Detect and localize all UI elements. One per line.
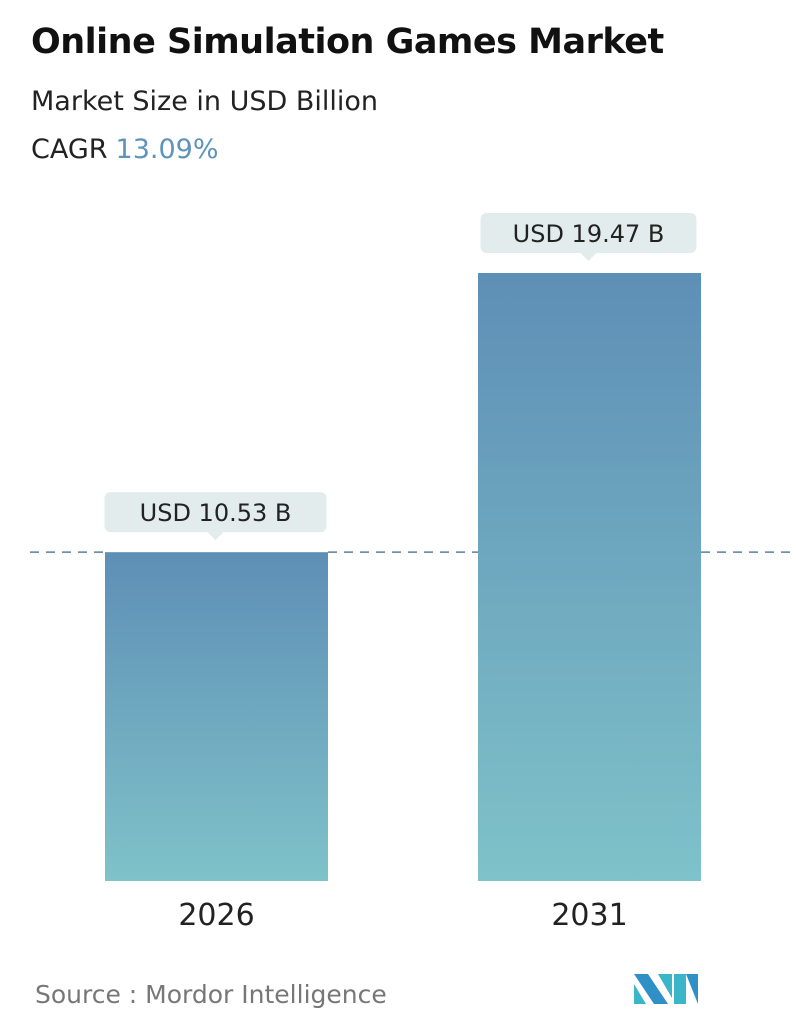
chart-subtitle: Market Size in USD Billion — [31, 86, 379, 117]
x-tick-label: 2031 — [551, 898, 627, 933]
data-label-box — [480, 213, 697, 253]
data-label: USD 10.53 B — [140, 499, 292, 527]
cagr-label: CAGR — [31, 134, 108, 165]
x-tick-label: 2026 — [178, 898, 254, 933]
source-text: Source : Mordor Intelligence — [35, 980, 387, 1009]
data-label-box — [104, 492, 327, 533]
data-label-pointer — [207, 532, 224, 541]
cagr-value: 13.09% — [115, 134, 219, 165]
data-label: USD 19.47 B — [513, 220, 665, 248]
mordor-intelligence-logo — [634, 974, 698, 1004]
bar-2026 — [105, 552, 328, 881]
chart-title: Online Simulation Games Market — [31, 22, 664, 62]
cagr: CAGR 13.09% — [31, 134, 218, 165]
bar-2031 — [478, 273, 701, 881]
data-label-pointer — [580, 253, 597, 261]
